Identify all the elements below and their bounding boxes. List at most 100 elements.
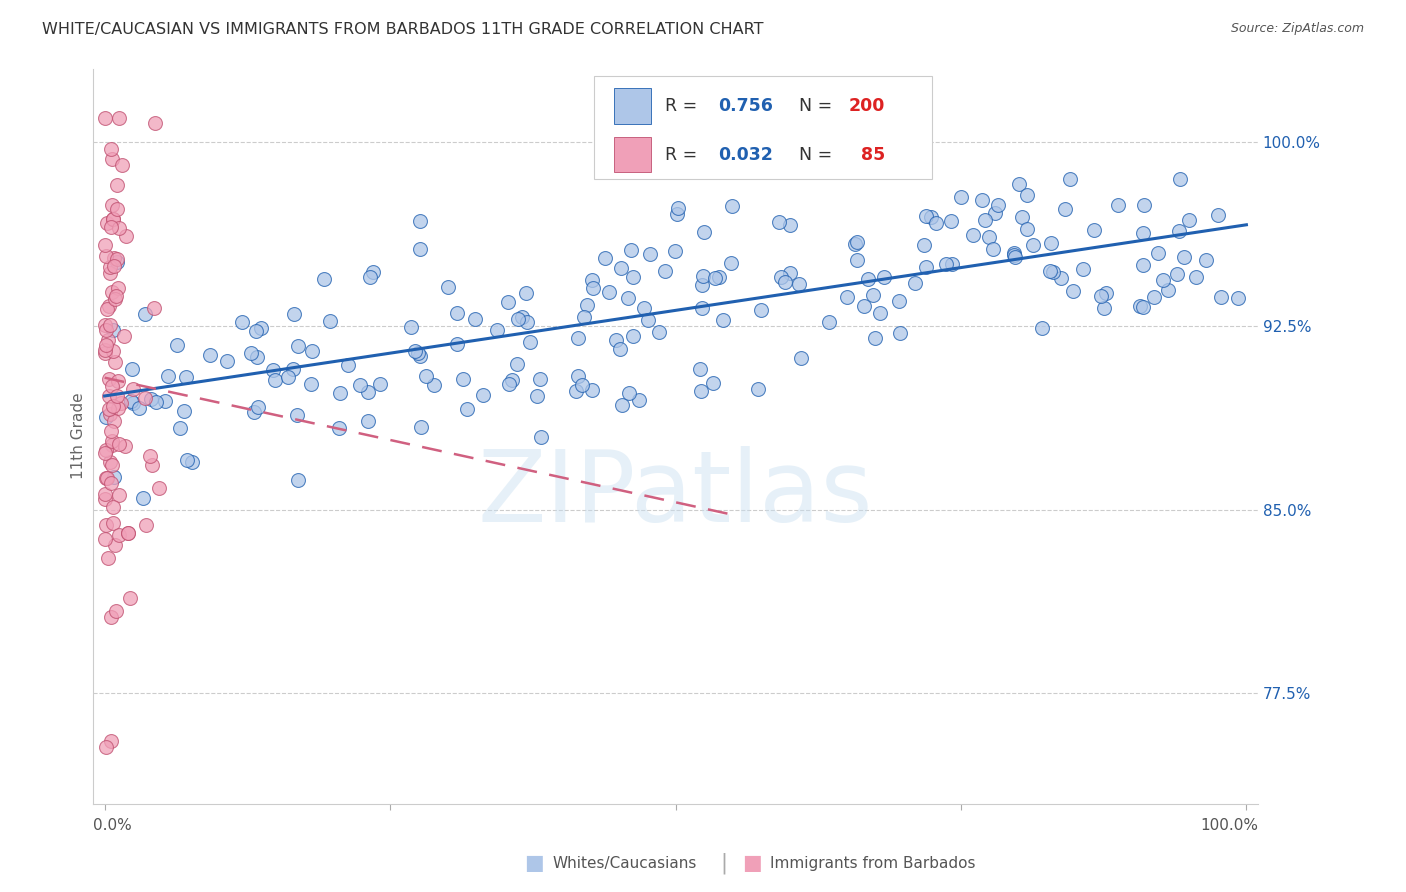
Point	[1090, 289, 1112, 303]
Point	[519, 334, 541, 349]
Point	[987, 198, 1010, 212]
Point	[98, 372, 121, 386]
Point	[409, 349, 432, 363]
Point	[1157, 283, 1180, 297]
Point	[243, 405, 266, 419]
Point	[852, 299, 875, 313]
Point	[1071, 261, 1094, 276]
Point	[865, 331, 887, 345]
Point	[122, 396, 145, 410]
Point	[114, 439, 136, 453]
Point	[98, 266, 121, 280]
Point	[94, 318, 117, 332]
Text: 100.0%: 100.0%	[1199, 818, 1258, 833]
Point	[1107, 198, 1129, 212]
Point	[456, 402, 478, 417]
Point	[96, 216, 118, 230]
Point	[239, 346, 262, 360]
Point	[142, 301, 165, 315]
Point	[925, 216, 948, 230]
Point	[627, 392, 650, 407]
Point	[176, 453, 198, 467]
Point	[889, 293, 911, 308]
Point	[104, 538, 127, 552]
Point	[98, 455, 121, 469]
Point	[1206, 208, 1229, 222]
Point	[1039, 235, 1062, 250]
Point	[94, 237, 117, 252]
Point	[105, 178, 128, 193]
Point	[94, 533, 117, 547]
Point	[1002, 245, 1025, 260]
Point	[666, 202, 689, 216]
Point	[94, 518, 117, 533]
Point	[939, 213, 962, 227]
Point	[246, 351, 269, 365]
Point	[198, 348, 221, 362]
Point	[1062, 284, 1084, 298]
Point	[693, 225, 716, 239]
Point	[409, 214, 432, 228]
Point	[120, 393, 142, 408]
Point	[285, 408, 308, 422]
Point	[98, 260, 121, 275]
Point	[101, 211, 124, 226]
Point	[105, 252, 128, 267]
Point	[565, 384, 588, 398]
Point	[1083, 223, 1105, 237]
Point	[709, 269, 731, 284]
Point	[98, 318, 121, 332]
Point	[621, 269, 644, 284]
Point	[506, 311, 529, 326]
Point	[415, 368, 437, 383]
Point	[100, 142, 122, 156]
Point	[329, 385, 352, 400]
Point	[134, 391, 156, 405]
Point	[1004, 250, 1026, 264]
Point	[720, 255, 742, 269]
Point	[319, 314, 342, 328]
Point	[107, 528, 129, 542]
Point	[749, 303, 772, 318]
Y-axis label: 11th Grade: 11th Grade	[72, 392, 86, 479]
Point	[914, 260, 936, 274]
Point	[121, 361, 143, 376]
Point	[107, 281, 129, 295]
Point	[215, 354, 238, 368]
Point	[96, 471, 118, 485]
Point	[912, 237, 935, 252]
Point	[981, 242, 1004, 256]
Point	[97, 401, 120, 416]
Point	[118, 591, 141, 605]
Point	[262, 363, 284, 377]
Point	[107, 220, 129, 235]
Point	[357, 384, 380, 399]
Point	[104, 288, 127, 302]
Point	[117, 526, 139, 541]
Point	[328, 421, 350, 435]
Point	[103, 343, 125, 358]
Point	[610, 260, 633, 275]
Point	[96, 442, 118, 457]
Point	[446, 306, 468, 320]
Point	[101, 399, 124, 413]
Point	[690, 384, 713, 399]
Point	[101, 379, 124, 393]
Text: N =: N =	[799, 145, 838, 163]
Point	[1042, 264, 1064, 278]
Point	[359, 269, 381, 284]
Text: Immigrants from Barbados: Immigrants from Barbados	[770, 856, 976, 871]
Point	[173, 404, 195, 418]
Text: N =: N =	[799, 97, 838, 115]
Point	[134, 307, 156, 321]
Point	[903, 276, 925, 290]
Point	[770, 270, 793, 285]
Point	[1142, 290, 1164, 304]
FancyBboxPatch shape	[593, 76, 932, 178]
Point	[496, 295, 519, 310]
Point	[399, 319, 422, 334]
Point	[974, 213, 997, 227]
Point	[637, 313, 659, 327]
Point	[135, 517, 157, 532]
Point	[98, 299, 121, 313]
